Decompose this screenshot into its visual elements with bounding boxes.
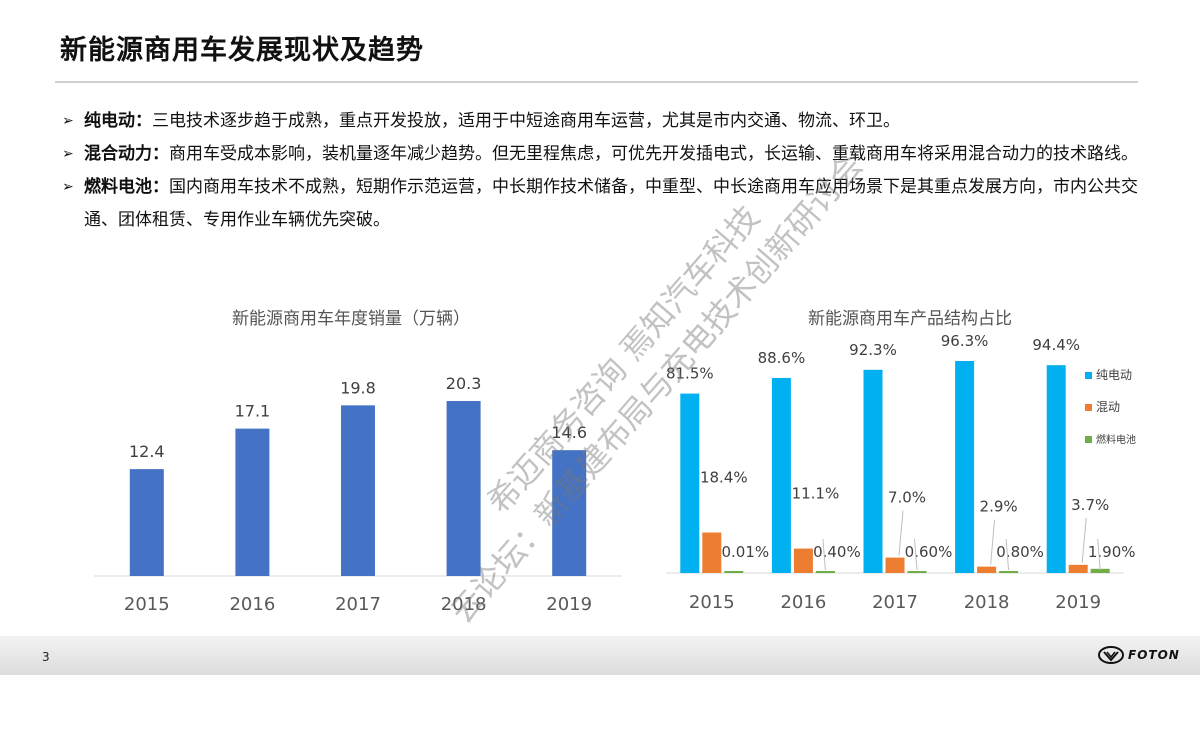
structure-electric-label: 94.4% — [1032, 336, 1080, 354]
foton-logo: FOTON — [1098, 646, 1180, 664]
arrow-bullet-icon: ➢ — [62, 179, 74, 195]
structure-hybrid-label: 3.7% — [1071, 496, 1109, 514]
bullet-label: 燃料电池： — [84, 177, 169, 197]
sales-value-label: 19.8 — [340, 378, 376, 397]
slide-title: 新能源商用车发展现状及趋势 — [60, 35, 424, 66]
structure-bar-electric-2015 — [680, 393, 700, 573]
sales-bar-2018 — [446, 401, 481, 576]
bullet-label: 混合动力： — [84, 144, 169, 164]
charts-canvas: 12.4 2015 17.1 2016 19.8 2017 20.3 2018 14.6 2019… — [94, 332, 1136, 615]
structure-fuelcell-leader-line — [822, 538, 826, 571]
structure-fuelcell-leader-line — [1097, 538, 1101, 571]
structure-hybrid-label: 18.4% — [700, 468, 748, 486]
structure-bar-electric-2018 — [955, 361, 975, 573]
sales-bar-2016 — [235, 428, 270, 576]
structure-hybrid-label: 7.0% — [888, 489, 926, 507]
sales-category-label: 2015 — [124, 594, 170, 615]
structure-bar-hybrid-2016 — [793, 548, 813, 573]
structure-bar-fuelcell-2018 — [999, 571, 1019, 573]
sales-category-label: 2019 — [546, 594, 592, 615]
structure-bar-electric-2017 — [863, 369, 883, 573]
legend-swatch-fuelcell — [1085, 436, 1092, 443]
structure-bar-electric-2016 — [771, 377, 791, 573]
page-number: 3 — [42, 650, 50, 664]
structure-hybrid-leader-line — [990, 519, 996, 565]
bullet-text: 三电技术逐步趋于成熟，重点开发投放，适用于中短途商用车运营，尤其是市内交通、物流… — [152, 111, 900, 131]
title-divider — [55, 81, 1138, 83]
structure-fuelcell-label: 0.80% — [996, 543, 1044, 561]
structure-fuelcell-leader-line — [914, 538, 918, 571]
structure-hybrid-label: 11.1% — [792, 485, 840, 503]
structure-bar-hybrid-2017 — [885, 557, 905, 573]
legend-swatch-electric — [1085, 372, 1092, 379]
structure-fuelcell-leader-line — [1005, 538, 1010, 571]
bullet-list: ➢ 纯电动：三电技术逐步趋于成熟，重点开发投放，适用于中短途商用车运营，尤其是市内… — [62, 105, 1142, 237]
sales-value-label: 17.1 — [235, 402, 271, 421]
footer-bar — [0, 636, 1200, 675]
structure-bar-fuelcell-2015 — [724, 571, 744, 573]
structure-bar-fuelcell-2016 — [815, 571, 835, 573]
sales-bar-2019 — [552, 450, 587, 576]
structure-chart-title: 新能源商用车产品结构占比 — [808, 309, 1012, 329]
sales-chart-title: 新能源商用车年度销量（万辆） — [232, 309, 470, 329]
structure-hybrid-label: 2.9% — [980, 498, 1018, 516]
structure-electric-label: 81.5% — [666, 365, 714, 383]
structure-bar-hybrid-2015 — [702, 532, 722, 573]
structure-bar-fuelcell-2017 — [907, 571, 927, 573]
bullet-item-pure-electric: ➢ 纯电动：三电技术逐步趋于成熟，重点开发投放，适用于中短途商用车运营，尤其是市内… — [62, 105, 1142, 138]
legend-label: 混动 — [1096, 400, 1120, 414]
sales-category-label: 2018 — [441, 594, 487, 615]
structure-electric-label: 92.3% — [849, 341, 897, 359]
structure-fuelcell-label: 1.90% — [1088, 543, 1136, 561]
structure-bar-hybrid-2018 — [977, 566, 997, 573]
structure-electric-label: 96.3% — [941, 332, 989, 350]
structure-category-label: 2015 — [689, 592, 735, 613]
logo-text: FOTON — [1128, 648, 1180, 662]
structure-hybrid-leader-line — [1081, 517, 1087, 563]
arrow-bullet-icon: ➢ — [62, 146, 74, 162]
legend-label: 燃料电池 — [1096, 433, 1136, 446]
legend-label: 纯电动 — [1096, 368, 1132, 382]
structure-electric-label: 88.6% — [758, 349, 806, 367]
structure-fuelcell-label: 0.40% — [813, 543, 861, 561]
structure-hybrid-leader-line — [898, 510, 904, 556]
legend-swatch-hybrid — [1085, 404, 1092, 411]
sales-category-label: 2016 — [229, 594, 275, 615]
sales-category-label: 2017 — [335, 594, 381, 615]
foton-emblem-icon — [1098, 646, 1124, 664]
structure-bar-electric-2019 — [1046, 365, 1066, 573]
structure-category-label: 2018 — [964, 592, 1010, 613]
arrow-bullet-icon: ➢ — [62, 113, 74, 129]
sales-value-label: 12.4 — [129, 442, 165, 461]
structure-category-label: 2019 — [1055, 592, 1101, 613]
sales-value-label: 14.6 — [551, 423, 587, 442]
bullet-label: 纯电动： — [84, 111, 152, 131]
sales-value-label: 20.3 — [446, 374, 482, 393]
structure-category-label: 2017 — [872, 592, 918, 613]
bullet-item-hybrid: ➢ 混合动力：商用车受成本影响，装机量逐年减少趋势。但无里程焦虑，可优先开发插电式… — [62, 138, 1142, 171]
sales-bar-2017 — [341, 405, 375, 576]
structure-bar-fuelcell-2019 — [1090, 568, 1110, 573]
structure-fuelcell-label: 0.60% — [905, 543, 953, 561]
bullet-item-fuel-cell: ➢ 燃料电池：国内商用车技术不成熟，短期作示范运营，中长期作技术储备，中重型、中长… — [62, 171, 1142, 237]
bullet-text: 国内商用车技术不成熟，短期作示范运营，中长期作技术储备，中重型、中长途商用车应用… — [84, 177, 1138, 230]
bullet-text: 商用车受成本影响，装机量逐年减少趋势。但无里程焦虑，可优先开发插电式，长运输、重… — [169, 144, 1138, 164]
sales-bar-2015 — [129, 469, 164, 576]
structure-category-label: 2016 — [780, 592, 826, 613]
structure-fuelcell-label: 0.01% — [721, 543, 769, 561]
structure-bar-hybrid-2019 — [1068, 564, 1088, 573]
